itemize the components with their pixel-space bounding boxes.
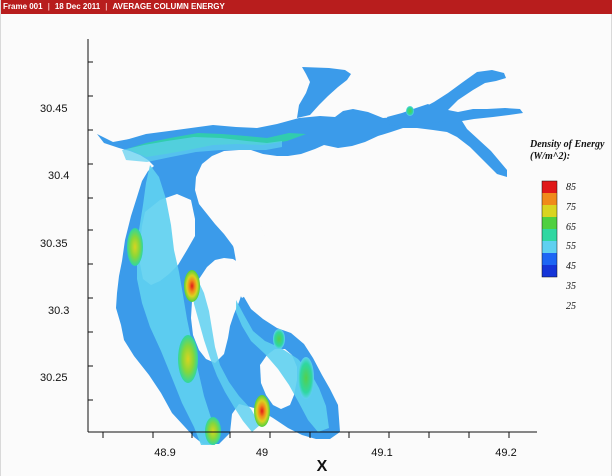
legend-label-35: 35	[565, 281, 576, 292]
y-tick-label-30-3: 30.3	[48, 305, 69, 317]
river-upper-branch	[297, 67, 351, 118]
legend-label-25: 25	[566, 301, 576, 312]
hotspot-yellow-center	[178, 335, 198, 383]
energy-hotspots	[127, 106, 414, 445]
center-channel-band	[192, 276, 260, 432]
y-ticks	[88, 61, 93, 401]
plot-title: AVERAGE COLUMN ENERGY	[112, 2, 225, 11]
title-separator-2: |	[105, 2, 108, 11]
date-label: 18 Dec 2011	[54, 2, 101, 11]
frame-label: Frame 001	[3, 2, 43, 11]
island-east	[231, 207, 270, 298]
hotspot-green-east	[298, 357, 314, 399]
hotspot-green-mid	[273, 329, 285, 349]
y-tick-label-30-35: 30.35	[40, 238, 68, 250]
title-separator-1: |	[47, 2, 50, 11]
legend-label-45: 45	[566, 261, 576, 272]
legend-label-75: 75	[566, 202, 576, 213]
hotspot-yellow-west	[127, 228, 143, 266]
legend-label-85: 85	[566, 182, 576, 193]
legend-swatch-35	[542, 241, 557, 253]
legend-swatch-45	[542, 229, 557, 241]
legend-swatch-55	[542, 217, 557, 229]
legend-title: Density of Energy	[529, 139, 605, 150]
legend-frame	[541, 180, 558, 278]
y-tick-label-30-4: 30.4	[48, 170, 69, 182]
hotspot-red-north	[184, 270, 200, 302]
x-tick-label-49: 49	[256, 447, 268, 459]
legend-swatch-25b	[542, 265, 557, 277]
x-tick-label-48-9: 48.9	[154, 447, 175, 459]
lower-channel-band	[236, 300, 329, 432]
legend-label-65: 65	[566, 222, 576, 233]
legend-swatch-25a	[542, 253, 557, 265]
hotspot-red-south	[254, 395, 270, 427]
legend-swatch-75	[542, 193, 557, 205]
energy-density-chart: 48.9 49 49.1 49.2 30.25 30.3 30.35 30.4 …	[40, 39, 605, 475]
legend-label-55: 55	[566, 241, 576, 252]
upper-band-cyan	[122, 137, 282, 162]
legend-unit: (W/m^2):	[530, 151, 570, 162]
legend: Density of Energy (W/m^2): 85 75 65 55 4…	[529, 139, 605, 312]
y-tick-label-30-25: 30.25	[40, 372, 68, 384]
river-energy-field	[97, 67, 523, 445]
x-axis-title: X	[317, 458, 328, 475]
y-tick-label-30-45: 30.45	[40, 103, 68, 115]
x-ticks	[102, 432, 510, 438]
x-tick-label-49-2: 49.2	[495, 447, 516, 459]
legend-swatch-85	[542, 181, 557, 193]
left-channel-band	[137, 165, 215, 445]
hotspot-small-north	[406, 106, 414, 116]
axes: 48.9 49 49.1 49.2 30.25 30.3 30.35 30.4 …	[40, 39, 537, 475]
plot-area: 48.9 49 49.1 49.2 30.25 30.3 30.35 30.4 …	[1, 14, 612, 476]
hotspot-yellow-south	[205, 417, 221, 445]
river-right-branch	[387, 104, 446, 126]
x-tick-label-49-1: 49.1	[371, 447, 392, 459]
legend-swatch-65	[542, 205, 557, 217]
title-bar: Frame 001 | 18 Dec 2011 | AVERAGE COLUMN…	[1, 0, 612, 14]
